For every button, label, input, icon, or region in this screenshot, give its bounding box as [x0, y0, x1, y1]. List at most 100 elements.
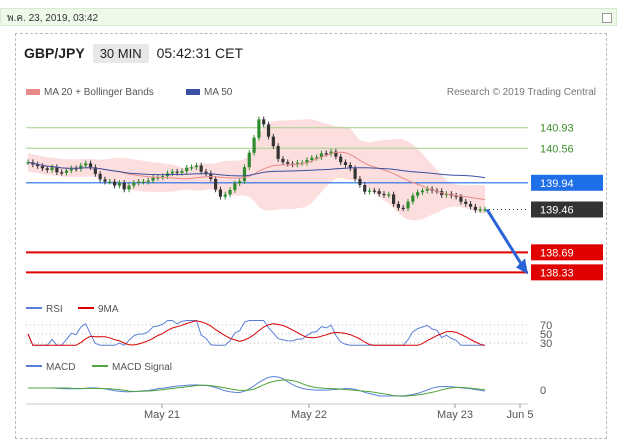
level-label-2: 139.94 — [540, 178, 574, 190]
candle-body-33 — [185, 167, 189, 172]
chart-header: GBP/JPY 30 MIN 05:42:31 CET — [24, 42, 243, 64]
candle-body-82 — [420, 190, 425, 193]
candle-body-66 — [343, 162, 348, 165]
candle-body-40 — [218, 189, 223, 197]
candle-body-95 — [483, 209, 487, 211]
date-label: พ.ค. 23, 2019, 03:42 — [7, 13, 99, 24]
candle-body-91 — [464, 201, 468, 204]
candle-body-20 — [122, 182, 126, 190]
candle-body-76 — [392, 194, 396, 204]
candle-body-45 — [242, 167, 247, 182]
rsi-ma-line — [27, 320, 486, 346]
candle-body-37 — [204, 171, 208, 174]
candle-body-15 — [98, 173, 102, 180]
candle-body-59 — [310, 157, 314, 160]
rsi-tick-0: 70 — [540, 320, 552, 332]
candle-body-65 — [339, 156, 343, 163]
level-tag-4 — [531, 244, 603, 261]
candle-body-35 — [194, 165, 198, 168]
level-label-0: 140.93 — [540, 123, 574, 135]
candle-body-49 — [262, 119, 266, 125]
forecast-arrow-head — [516, 258, 528, 275]
candle-body-0 — [26, 162, 30, 164]
macd-line — [28, 375, 486, 397]
candle-body-63 — [329, 151, 333, 154]
candle-body-44 — [238, 181, 242, 184]
candle-body-79 — [406, 201, 410, 209]
candle-body-81 — [416, 192, 420, 196]
candle-body-89 — [454, 195, 458, 197]
signal-legend-label: MACD Signal — [112, 362, 172, 373]
candle-body-6 — [55, 167, 59, 173]
candle-body-14 — [93, 167, 97, 174]
ma50-line — [27, 161, 486, 179]
candle-body-60 — [315, 157, 319, 159]
candle-body-24 — [141, 181, 146, 183]
candle-body-42 — [228, 190, 232, 195]
candle-body-73 — [377, 191, 381, 194]
level-label-4: 138.69 — [540, 247, 574, 259]
macd-legend-label: MACD — [46, 362, 75, 373]
rsi-legend-label: RSI — [46, 304, 63, 315]
level-label-5: 138.33 — [540, 267, 574, 279]
candle-body-51 — [271, 136, 275, 147]
candle-body-8 — [64, 170, 69, 173]
candle-body-47 — [252, 137, 256, 153]
candle-body-68 — [353, 168, 357, 179]
macd-tick-0: 0 — [540, 385, 546, 397]
top-bar: พ.ค. 23, 2019, 03:42 — [0, 8, 617, 26]
candle-body-2 — [36, 164, 40, 167]
currency-pair: GBP/JPY — [24, 45, 85, 61]
candle-body-92 — [468, 203, 473, 207]
candle-body-30 — [170, 171, 174, 174]
candle-body-13 — [88, 163, 93, 168]
candle-body-75 — [387, 194, 391, 196]
candle-body-46 — [247, 152, 251, 168]
rsi-line — [27, 319, 485, 346]
candle-body-77 — [396, 203, 401, 208]
bollinger-band — [28, 119, 485, 221]
credit-label: Research © 2019 Trading Central — [447, 87, 596, 98]
candle-body-3 — [40, 166, 45, 169]
x-tick-label-2: May 23 — [437, 409, 473, 421]
candle-body-78 — [401, 207, 405, 210]
candle-body-11 — [79, 165, 83, 169]
candle-body-23 — [137, 181, 141, 183]
candle-body-18 — [112, 181, 117, 186]
candle-body-5 — [50, 167, 54, 170]
candle-body-53 — [281, 158, 285, 163]
candle-body-34 — [189, 167, 194, 169]
rsi-ma-legend-label: 9MA — [98, 304, 119, 315]
candle-body-58 — [305, 159, 309, 163]
candle-body-21 — [127, 185, 131, 190]
candle-body-32 — [180, 171, 184, 173]
candle-body-4 — [45, 168, 49, 170]
ma50-legend-swatch — [186, 89, 200, 95]
candle-body-9 — [69, 168, 73, 171]
candle-body-41 — [223, 194, 227, 197]
x-tick-label-0: May 21 — [144, 409, 180, 421]
window-square-icon[interactable] — [602, 13, 612, 23]
candle-body-64 — [334, 151, 338, 157]
rsi-tick-2: 30 — [540, 338, 552, 350]
level-label-3: 139.46 — [540, 204, 574, 216]
forecast-arrow-shaft — [485, 208, 526, 270]
candle-body-67 — [348, 164, 352, 169]
candle-body-39 — [214, 178, 218, 190]
candle-body-90 — [459, 196, 463, 202]
candle-body-93 — [473, 206, 477, 211]
candle-body-70 — [363, 185, 367, 192]
candle-body-52 — [276, 146, 280, 159]
rsi-tick-1: 50 — [540, 329, 552, 341]
candle-body-26 — [151, 177, 155, 181]
level-tag-3 — [531, 201, 603, 218]
level-tag-5 — [531, 264, 603, 281]
chart-panel — [15, 33, 607, 439]
candle-body-71 — [367, 190, 372, 192]
candle-body-19 — [117, 182, 121, 186]
ma20-legend-label: MA 20 + Bollinger Bands — [44, 87, 154, 98]
candle-body-56 — [295, 162, 299, 165]
timeframe-badge[interactable]: 30 MIN — [92, 43, 149, 63]
candle-body-43 — [233, 183, 237, 191]
